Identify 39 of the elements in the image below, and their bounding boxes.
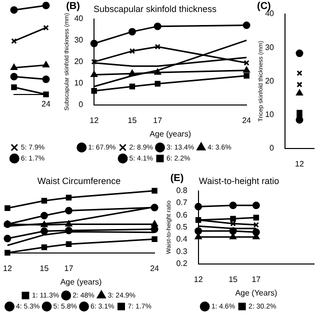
- x-tick-label: 12: [90, 116, 100, 125]
- x-axis-title: Age (years): [150, 129, 192, 138]
- x-tick-label: 24: [242, 116, 252, 125]
- x-tick-label: 15: [40, 264, 50, 273]
- y-tick-label: 20: [265, 76, 275, 86]
- text: 24: [42, 100, 51, 109]
- x-tick-label: 17: [252, 274, 262, 284]
- x-tick-label: 17: [64, 264, 74, 273]
- y-tick-label: 0.6: [176, 210, 188, 220]
- x-tick-label: 15: [228, 274, 238, 284]
- x-tick-label: 17: [153, 116, 163, 125]
- text: (C): [257, 0, 271, 12]
- chart-title: Waist-to-height ratio: [198, 176, 280, 186]
- y-tick-label: 10: [74, 78, 84, 88]
- y-tick-label: 0.8: [176, 186, 188, 196]
- y-tick-label: 0.4: [176, 234, 188, 244]
- y-tick-label: 0: [78, 100, 84, 110]
- y-tick-label: 10: [265, 110, 275, 120]
- x-axis-title: Age (years): [60, 277, 102, 286]
- y-tick-label: 0.3: [176, 246, 188, 256]
- y-tick-label: 0: [270, 144, 275, 153]
- x-tick-label: 15: [128, 116, 138, 125]
- x-tick-label: 12: [2, 264, 12, 273]
- y-tick-label: 20: [74, 57, 84, 66]
- x-tick-label: 12: [194, 274, 204, 284]
- y-tick-label: 30: [74, 36, 84, 45]
- y-tick-label: 0.5: [176, 222, 188, 232]
- x-tick-label: 12: [295, 159, 304, 168]
- chart-title: Subscapular skinfold thickness: [93, 4, 218, 14]
- y-tick-label: 0.7: [176, 198, 188, 208]
- text: (B): [66, 0, 80, 12]
- y-tick-label: 40: [74, 14, 84, 24]
- x-axis-title: Age (Years): [235, 288, 278, 298]
- y-tick-label: 30: [265, 42, 275, 52]
- y-tick-label: 0.2: [176, 259, 188, 268]
- chart-title: Waist Circumference: [37, 176, 121, 186]
- text: (E): [170, 172, 184, 184]
- y-tick-label: 40: [265, 9, 275, 18]
- x-tick-label: 24: [150, 264, 160, 273]
